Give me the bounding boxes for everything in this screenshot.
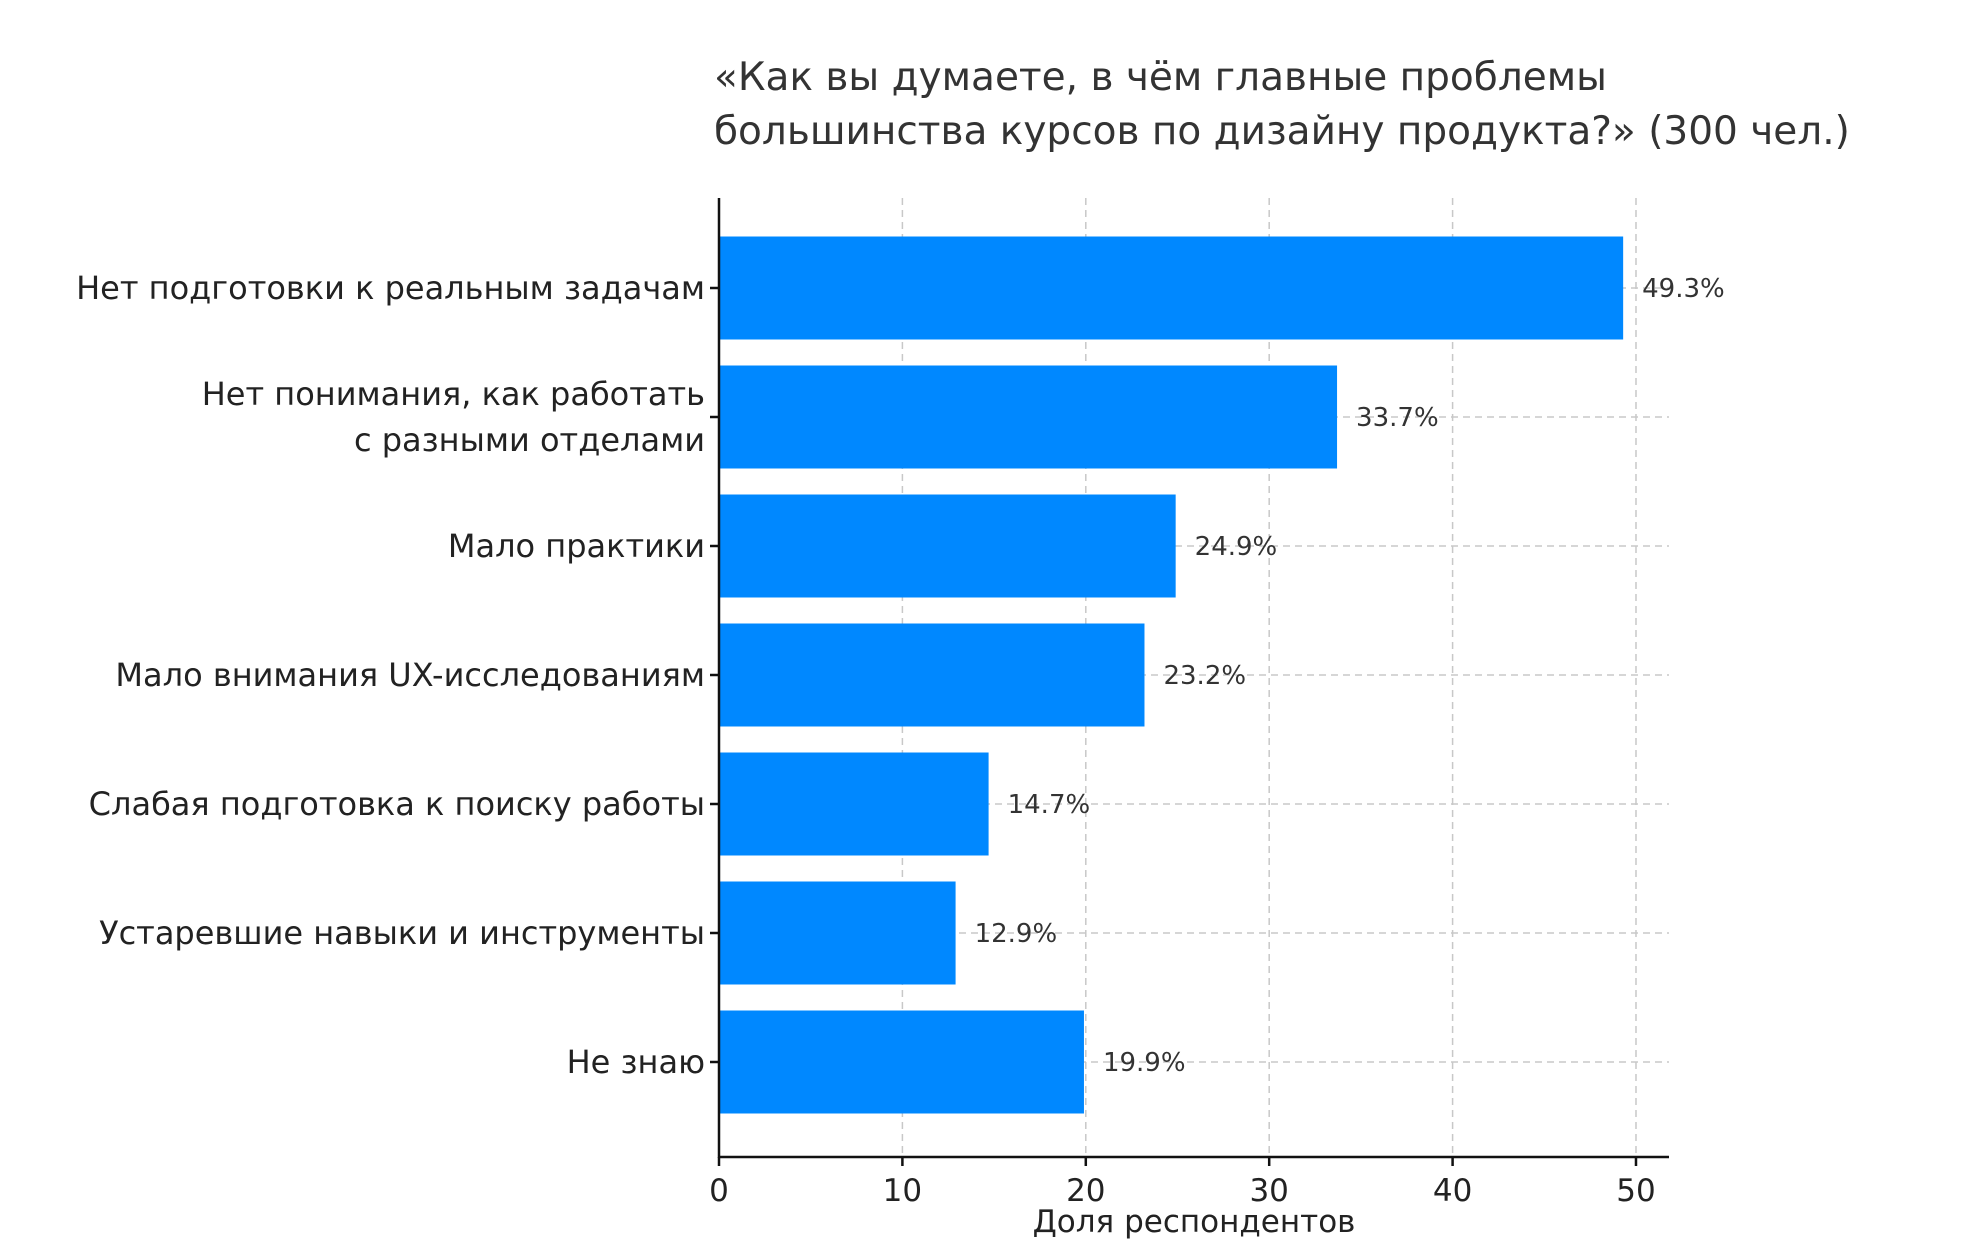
x-tick-label: 0 [709,1173,729,1209]
x-tick-label: 30 [1249,1173,1288,1209]
category-label: Нет понимания, как работать [202,375,705,413]
category-label: Мало внимания UX-исследованиям [115,656,705,694]
x-tick-label: 10 [883,1173,922,1209]
bar [719,494,1176,598]
bar [719,752,989,856]
x-tick-label: 20 [1066,1173,1105,1209]
x-tick-label: 40 [1433,1173,1472,1209]
bar-value-label: 24.9% [1195,532,1278,562]
category-label: Мало практики [448,527,705,565]
chart-title: «Как вы думаете, в чём главные проблемы б… [714,55,1850,154]
bar [719,365,1338,469]
labels: 49.3% 33.7% 24.9% 23.2% 14.7% 12.9% 19.9% 0 10 20… [76,269,1725,1240]
bar-value-label: 12.9% [975,919,1058,949]
chart-title-line: «Как вы думаете, в чём главные проблемы [714,55,1607,100]
bar [719,1010,1084,1114]
bar-value-label: 19.9% [1103,1048,1186,1078]
x-tick-label: 50 [1616,1173,1655,1209]
bar-value-label: 14.7% [1008,790,1091,820]
bar-value-label: 49.3% [1642,274,1725,304]
bar [719,236,1624,340]
bars [719,236,1624,1114]
chart-title-line: большинства курсов по дизайну продукта?»… [714,109,1850,154]
category-label: Устаревшие навыки и инструменты [99,914,705,952]
category-label: Нет подготовки к реальным задачам [76,269,705,307]
category-label: Слабая подготовка к поиску работы [89,785,705,823]
bar-value-label: 23.2% [1163,661,1246,691]
x-axis-label: Доля респондентов [1033,1204,1356,1240]
bar-value-label: 33.7% [1356,403,1439,433]
axes [710,198,1669,1166]
bar [719,623,1145,727]
category-label: с разными отделами [354,421,705,459]
category-label: Не знаю [567,1043,705,1081]
bar [719,881,956,985]
